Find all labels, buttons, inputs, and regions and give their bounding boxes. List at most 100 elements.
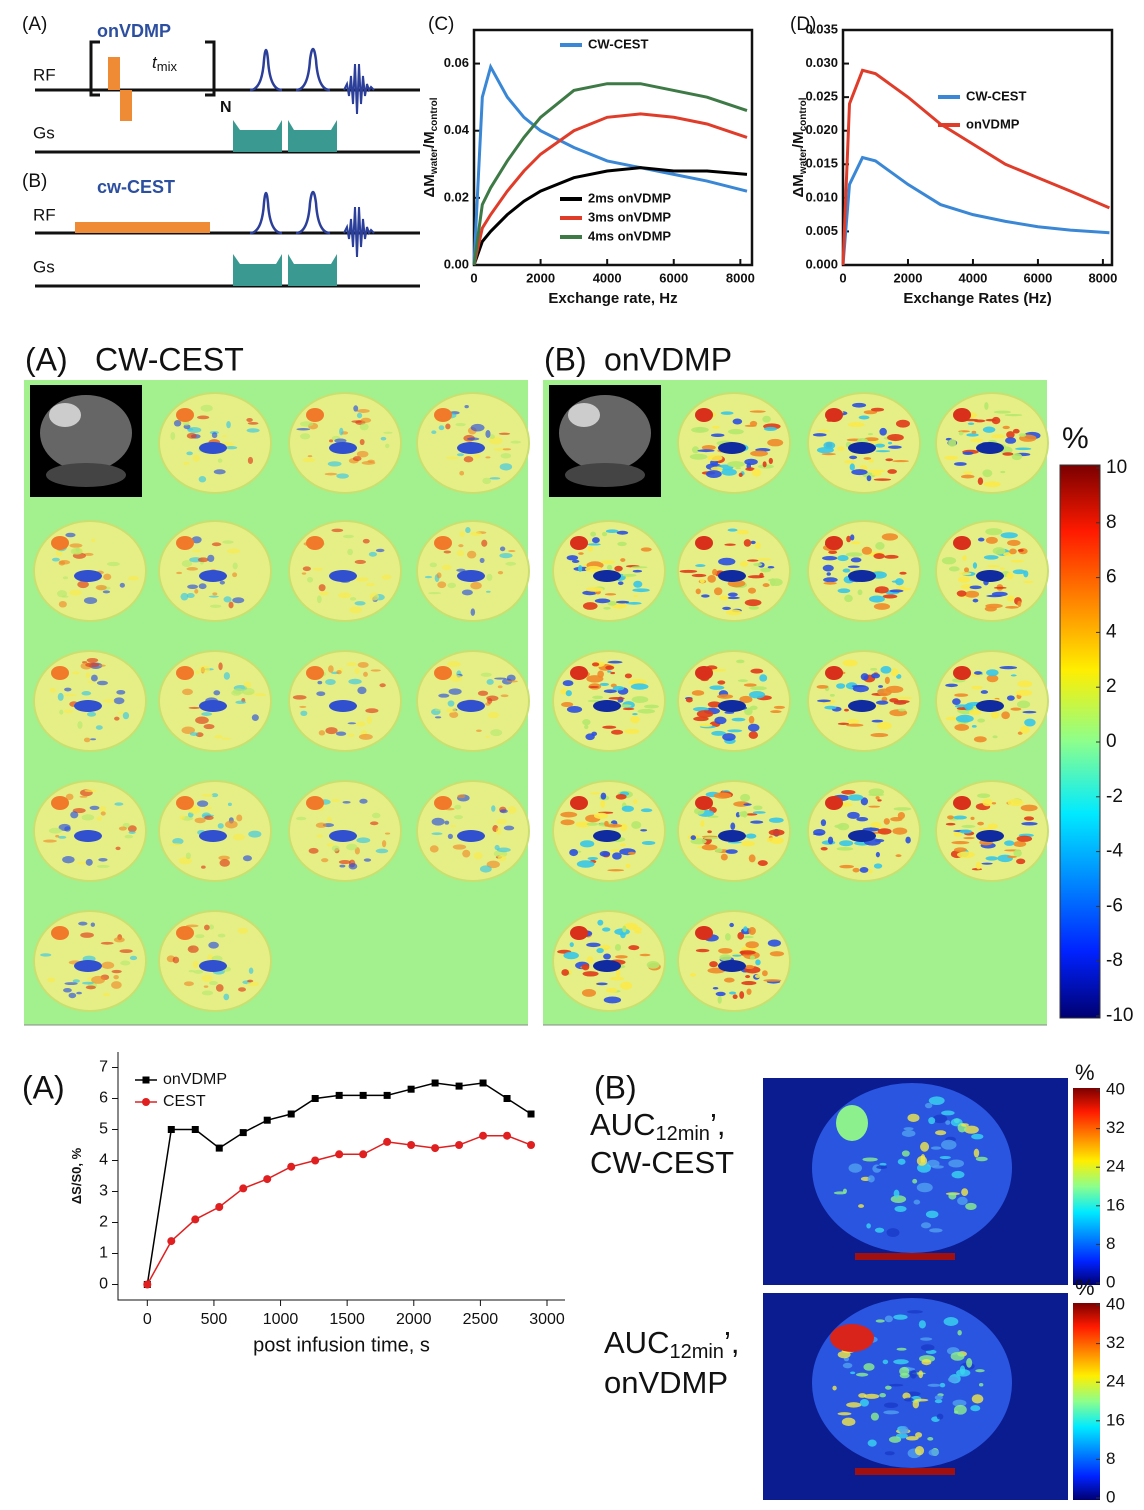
ventricle bbox=[329, 570, 357, 582]
y-tick-label: 0.04 bbox=[444, 122, 470, 137]
map-blob bbox=[820, 847, 828, 851]
map-blob bbox=[238, 987, 247, 992]
parameter-map bbox=[33, 650, 147, 752]
map-blob bbox=[745, 941, 759, 949]
map-blob bbox=[347, 733, 355, 738]
map-blob bbox=[1022, 710, 1037, 714]
map-blob bbox=[186, 592, 195, 599]
map-blob bbox=[247, 456, 254, 464]
legend-label: CW-CEST bbox=[588, 36, 648, 51]
colorbar-tick-label: 4 bbox=[1106, 621, 1117, 642]
map-blob bbox=[503, 825, 515, 831]
map-blob bbox=[828, 550, 838, 555]
map-blob bbox=[354, 667, 360, 675]
map-blob bbox=[724, 933, 731, 941]
auc-blob bbox=[935, 1130, 947, 1136]
map-blob bbox=[730, 822, 736, 830]
map-blob bbox=[127, 825, 137, 833]
map-blob bbox=[116, 689, 126, 695]
map-blob bbox=[485, 429, 491, 438]
auc-blob bbox=[920, 1141, 930, 1152]
auc-blob bbox=[879, 1393, 886, 1398]
map-blob bbox=[877, 721, 892, 730]
map-blob bbox=[732, 954, 742, 957]
map-blob bbox=[459, 470, 465, 476]
map-blob bbox=[326, 816, 332, 823]
map-blob bbox=[748, 854, 756, 863]
map-blob bbox=[1020, 804, 1038, 812]
map-blob bbox=[630, 715, 640, 724]
hot-spot bbox=[695, 536, 713, 550]
map-blob bbox=[615, 955, 628, 959]
map-blob bbox=[569, 848, 579, 857]
map-label: CW-CEST bbox=[590, 1145, 734, 1180]
map-blob bbox=[331, 798, 340, 803]
map-blob bbox=[176, 571, 183, 575]
auc-blob bbox=[978, 1383, 984, 1387]
map-blob bbox=[496, 847, 511, 853]
map-blob bbox=[750, 686, 767, 691]
map-blob bbox=[889, 698, 899, 703]
parameter-map bbox=[677, 910, 791, 1012]
map-blob bbox=[707, 701, 722, 708]
map-blob bbox=[714, 848, 723, 853]
map-blob bbox=[884, 676, 890, 685]
map-blob bbox=[611, 729, 624, 735]
x-tick-label: 0 bbox=[143, 1311, 152, 1328]
ventricle bbox=[593, 960, 621, 972]
map-blob bbox=[217, 933, 226, 938]
map-blob bbox=[749, 410, 766, 413]
map-blob bbox=[724, 543, 736, 546]
auc-blob bbox=[975, 1156, 988, 1162]
map-blob bbox=[826, 572, 831, 576]
hot-spot bbox=[176, 796, 194, 810]
map-blob bbox=[973, 736, 987, 743]
map-blob bbox=[722, 606, 731, 610]
map-blob bbox=[987, 823, 998, 830]
ventricle bbox=[199, 700, 227, 712]
map-blob bbox=[354, 559, 366, 565]
map-blob bbox=[871, 471, 882, 476]
map-blob bbox=[246, 428, 260, 433]
map-blob bbox=[458, 544, 464, 548]
map-blob bbox=[727, 592, 738, 597]
map-blob bbox=[691, 690, 705, 696]
hot-spot bbox=[434, 536, 452, 550]
map-blob bbox=[385, 443, 390, 449]
map-blob bbox=[487, 711, 500, 719]
map-blob bbox=[296, 816, 307, 821]
map-blob bbox=[982, 469, 993, 478]
map-blob bbox=[318, 730, 326, 736]
auc-blob bbox=[950, 1351, 965, 1361]
map-blob bbox=[744, 964, 755, 970]
map-blob bbox=[506, 680, 519, 683]
map-blob bbox=[634, 931, 642, 934]
map-blob bbox=[445, 423, 451, 430]
chart: (D) 0 2000 4000 6000 8000 0.000 0.005 0.010 0.015… bbox=[790, 14, 1117, 307]
map-blob bbox=[587, 545, 594, 552]
map-blob bbox=[973, 419, 986, 423]
parameter-map bbox=[807, 392, 921, 494]
anatomy bbox=[568, 403, 600, 427]
map-blob bbox=[699, 579, 705, 584]
map-blob bbox=[874, 443, 886, 448]
map-blob bbox=[877, 828, 892, 835]
map-blob bbox=[464, 404, 469, 409]
map-blob bbox=[470, 423, 485, 432]
map-blob bbox=[679, 569, 698, 573]
map-blob bbox=[368, 551, 378, 557]
colorbar-tick-label: 0 bbox=[1106, 731, 1117, 752]
map-blob bbox=[1017, 549, 1024, 552]
colorbar-tick-label: 8 bbox=[1106, 1449, 1115, 1468]
map-blob bbox=[429, 845, 439, 853]
y-tick-label: 0.000 bbox=[805, 256, 838, 271]
map-blob bbox=[242, 687, 255, 696]
map-blob bbox=[837, 555, 849, 562]
colorbar-tick-label: 0 bbox=[1106, 1272, 1115, 1291]
map-blob bbox=[612, 852, 622, 860]
map-blob bbox=[873, 553, 885, 560]
auc-blob bbox=[951, 1170, 965, 1179]
auc-blob bbox=[899, 1366, 910, 1376]
hot-spot bbox=[176, 536, 194, 550]
map-blob bbox=[703, 836, 719, 840]
